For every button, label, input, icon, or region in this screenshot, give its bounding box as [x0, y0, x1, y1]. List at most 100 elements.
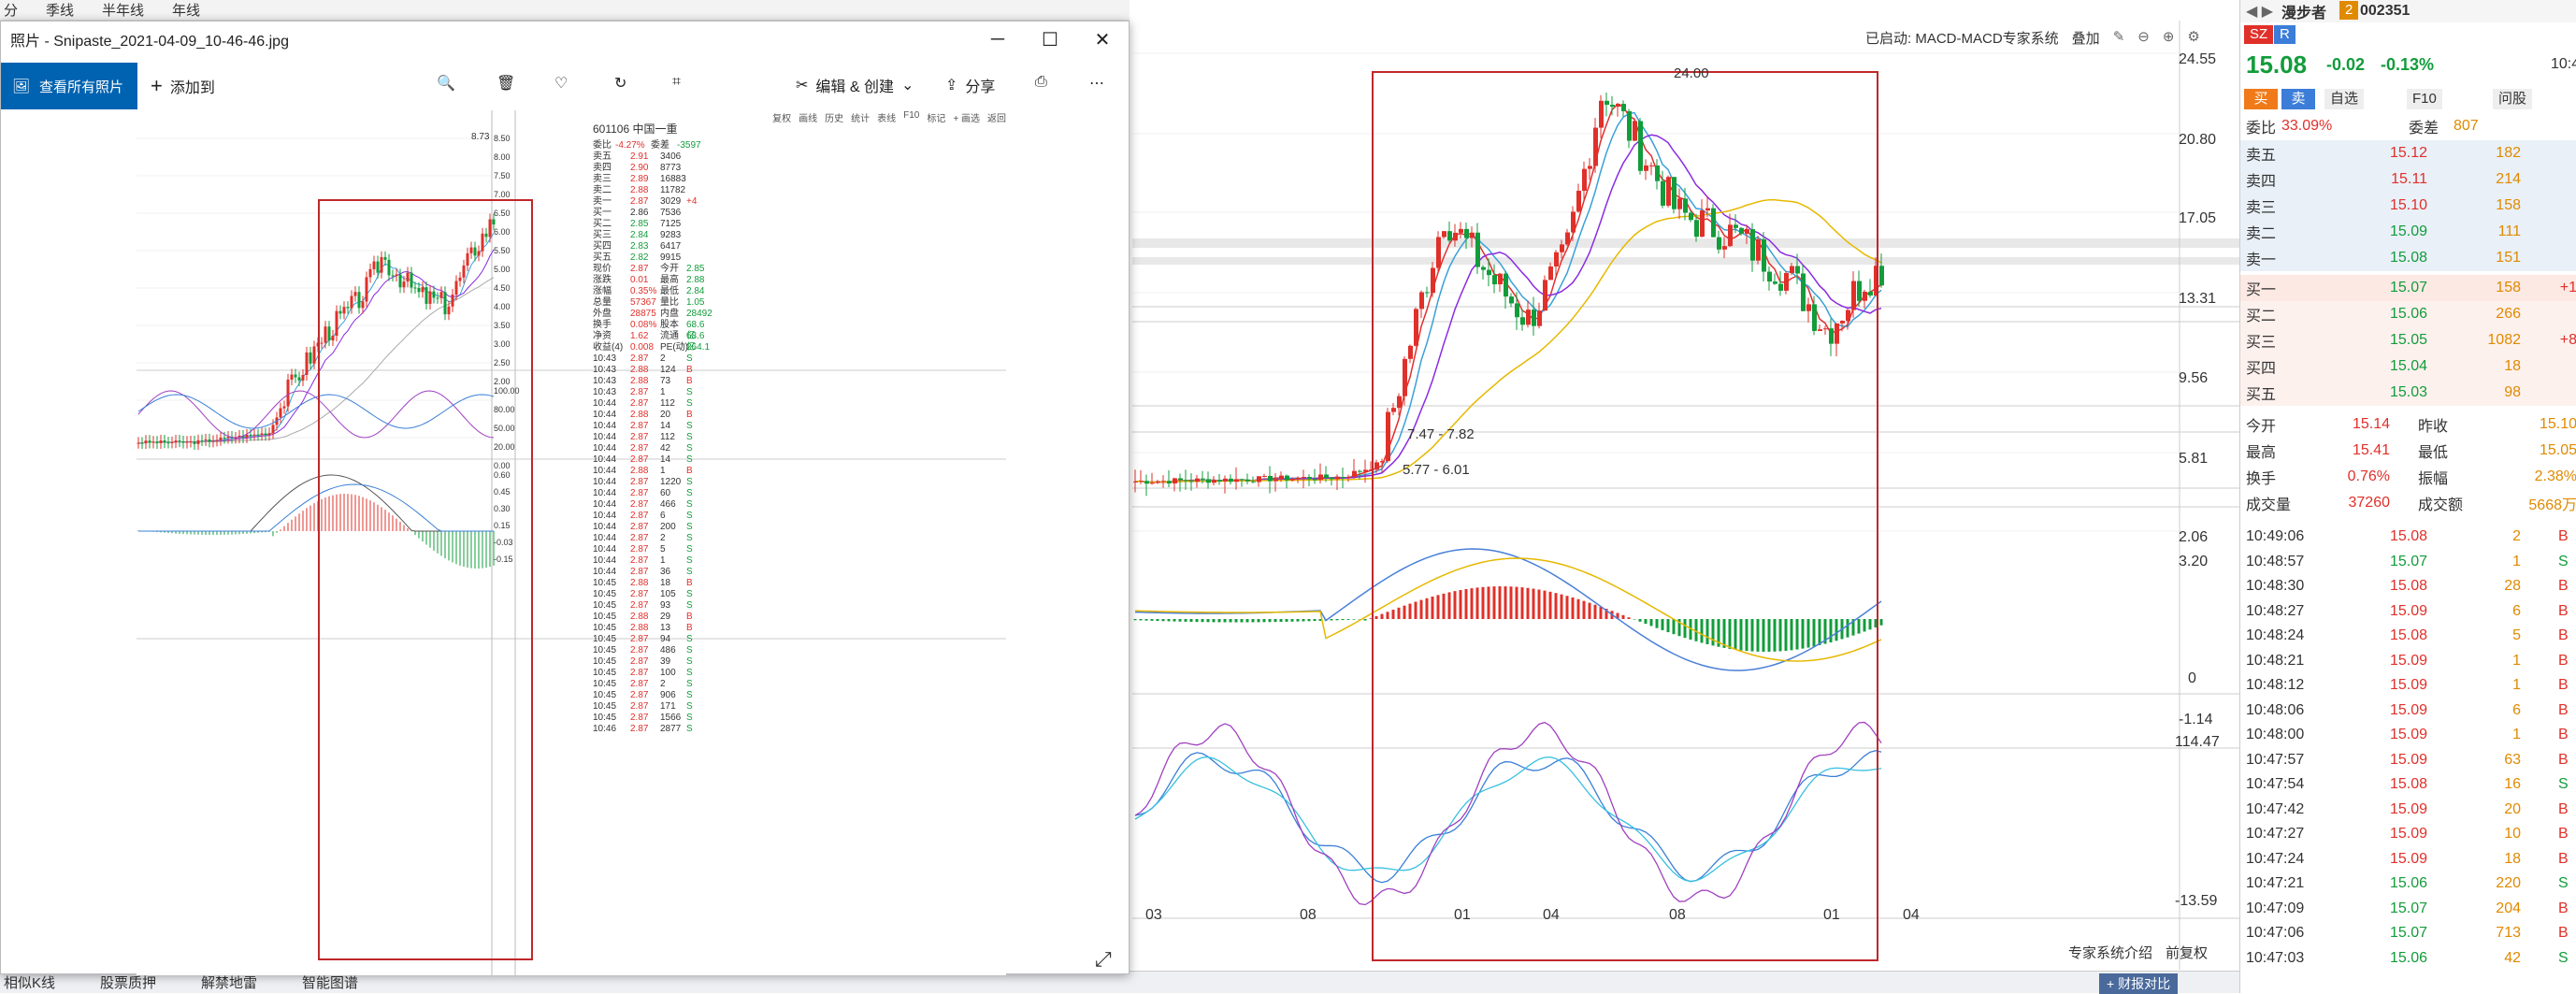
tick-cell: 10:48:21: [2246, 653, 2304, 670]
candle: [1509, 296, 1514, 303]
emb-cell: 8773: [660, 163, 681, 174]
tick-row: 10:49:06 15.08 2 B: [2240, 524, 2576, 550]
emb-cell: 2.82: [630, 252, 648, 264]
tab-min[interactable]: 分: [4, 0, 18, 20]
emb-cell: 2.87: [630, 511, 648, 522]
chart-footer: 专家系统介绍 前复权: [2068, 943, 2208, 962]
candle: [1184, 480, 1188, 481]
candle: [1302, 477, 1306, 478]
quote-row: 买五 15.03 98: [2240, 380, 2576, 406]
print-icon[interactable]: ⎙: [1035, 74, 1047, 91]
rotate-icon[interactable]: ↻: [614, 74, 626, 93]
maximize-button[interactable]: ☐: [1024, 22, 1076, 57]
tab-graph[interactable]: 智能图谱: [302, 972, 358, 992]
emb-cell: 29: [660, 612, 670, 623]
candle: [1268, 476, 1273, 482]
stat-cell: 最高: [2246, 439, 2276, 462]
watchlist-button[interactable]: 自选: [2324, 89, 2364, 109]
minimize-button[interactable]: ─: [971, 22, 1024, 57]
emb-price-tick: 8.00: [494, 152, 511, 162]
fullscreen-icon[interactable]: ⤢: [1095, 947, 1112, 972]
tab-pledge[interactable]: 股票质押: [100, 972, 156, 992]
x-tick: 01: [1823, 907, 1840, 924]
add-icon[interactable]: ⊕: [2163, 28, 2175, 48]
tick-cell: B: [2558, 900, 2576, 917]
see-all-photos-button[interactable]: 🖼 查看所有照片: [1, 63, 137, 109]
quote-cell: 15.09: [2343, 223, 2427, 240]
candle: [1285, 476, 1289, 481]
candle: [1773, 281, 1777, 284]
tick-cell: 15.07: [2343, 554, 2427, 570]
tab-quarter[interactable]: 季线: [46, 0, 74, 20]
webi-label: 委比: [2246, 115, 2276, 137]
candle: [1879, 266, 1884, 285]
delete-icon[interactable]: 🗑: [496, 74, 515, 93]
stat-row: 最高 15.41 最低 15.05: [2240, 438, 2576, 464]
settings-icon[interactable]: ⚙: [2187, 28, 2199, 48]
emb-cell: S: [686, 713, 693, 724]
emb-price-tick: 6.50: [494, 209, 511, 218]
financial-compare-button[interactable]: + 财报对比: [2099, 973, 2178, 994]
pen-icon[interactable]: ✎: [2113, 28, 2125, 48]
emb-candle: [351, 296, 353, 309]
overlay-button[interactable]: 叠加: [2072, 28, 2100, 48]
tick-cell: 16: [2437, 776, 2521, 793]
emb-cell: 10:44: [593, 443, 616, 454]
emb-cell: 10:45: [593, 589, 616, 600]
nav-arrows-icon[interactable]: ◀ ▶: [2246, 2, 2273, 21]
candle: [1431, 268, 1435, 294]
emb-cell: 2.88: [686, 275, 704, 286]
emb-candle: [399, 275, 402, 288]
zoom-icon[interactable]: 🔍: [437, 74, 455, 93]
emb-cell: 2.88: [630, 612, 648, 623]
chevron-down-icon: ⌄: [901, 76, 914, 94]
emb-candle: [358, 292, 361, 308]
tick-cell: 28: [2437, 578, 2521, 595]
tab-similar-k[interactable]: 相似K线: [4, 972, 55, 992]
adjust-dropdown[interactable]: 前复权: [2166, 943, 2208, 962]
tick-cell: 1: [2437, 554, 2521, 570]
tab-unlock[interactable]: 解禁地雷: [201, 972, 257, 992]
tick-cell: 15.08: [2343, 776, 2427, 793]
expert-system-status: 已启动: MACD-MACD专家系统: [1865, 28, 2059, 48]
edit-create-button[interactable]: ✂ 编辑 & 创建 ⌄: [796, 74, 914, 96]
sell-button[interactable]: 卖: [2281, 89, 2315, 109]
expert-intro-link[interactable]: 专家系统介绍: [2068, 943, 2152, 962]
candle: [1689, 213, 1693, 221]
buy-button[interactable]: 买: [2244, 89, 2278, 109]
emb-cell: 2: [660, 679, 666, 690]
tab-year[interactable]: 年线: [172, 0, 200, 20]
emb-candle: [433, 292, 436, 298]
f10-button[interactable]: F10: [2407, 89, 2442, 109]
emb-candle: [160, 440, 163, 443]
candle: [1408, 346, 1413, 359]
tick-cell: B: [2558, 752, 2576, 769]
emb-cell: 卖三: [593, 174, 612, 185]
emb-cell: 10:43: [593, 365, 616, 376]
tick-cell: 10:47:54: [2246, 776, 2304, 793]
tick-cell: B: [2558, 528, 2576, 545]
close-button[interactable]: ✕: [1076, 22, 1129, 57]
ask-button[interactable]: 问股: [2493, 89, 2532, 109]
stat-cell: 5668万: [2521, 492, 2576, 514]
emb-candle: [194, 441, 196, 444]
emb-cell: 买一: [593, 208, 612, 219]
emb-cell: 10:44: [593, 421, 616, 432]
main-kline-chart[interactable]: [1130, 21, 2239, 970]
tab-halfyear[interactable]: 半年线: [102, 0, 144, 20]
emb-cell: 14: [660, 454, 670, 466]
candle: [1470, 233, 1475, 238]
add-to-button[interactable]: + 添加到: [151, 74, 215, 98]
share-button[interactable]: ⇪ 分享: [945, 74, 995, 96]
candle: [1829, 328, 1834, 343]
tick-cell: 15.08: [2343, 578, 2427, 595]
candle: [1178, 478, 1183, 480]
more-icon[interactable]: ⋯: [1089, 74, 1104, 93]
minimize-icon[interactable]: ⊖: [2137, 28, 2150, 48]
heart-icon[interactable]: ♡: [554, 74, 568, 93]
crop-icon[interactable]: ⌗: [672, 74, 681, 91]
emb-cell: 2: [660, 533, 666, 544]
emb-cell: 9283: [660, 230, 681, 241]
x-tick: 03: [1145, 907, 1162, 924]
emb-row: 10:45 2.87 93 S: [593, 600, 705, 612]
